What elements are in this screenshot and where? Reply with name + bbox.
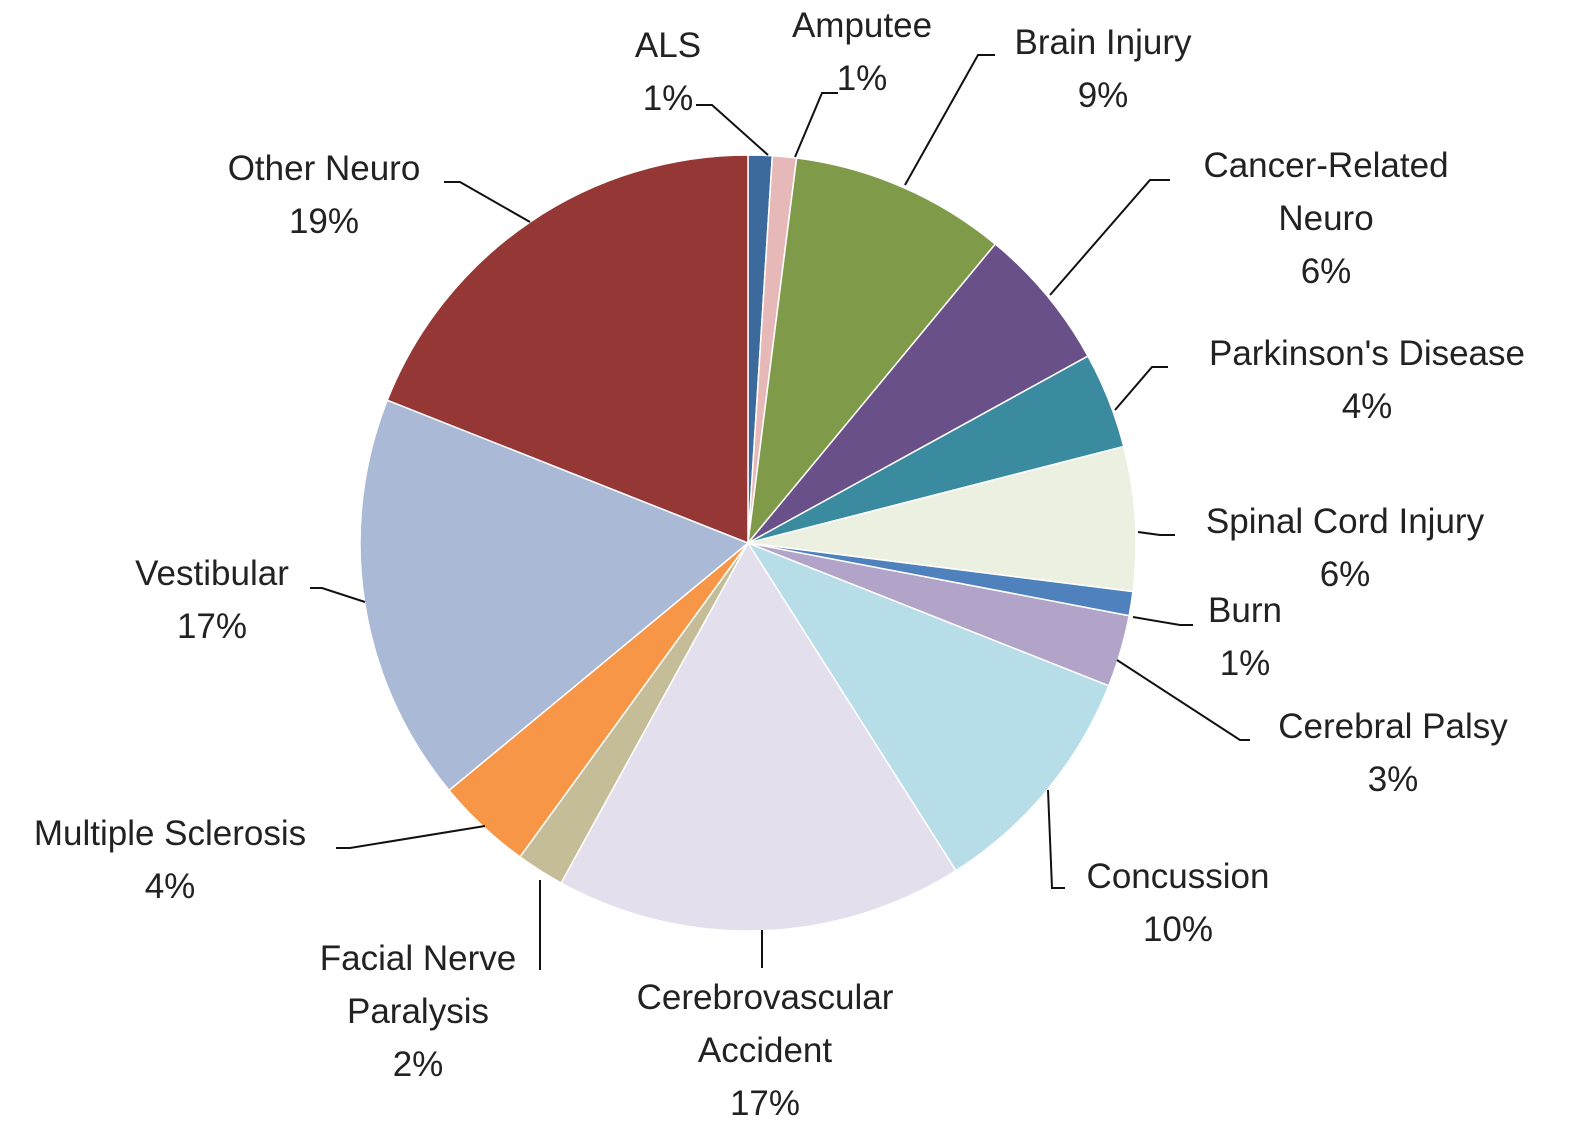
- pie-slice: [386, 154, 749, 545]
- slice-label: Amputee 1%: [762, 0, 962, 105]
- leader-line: [1114, 366, 1168, 411]
- slice-label: Spinal Cord Injury 6%: [1175, 495, 1515, 601]
- category-label: Multiple Sclerosis: [33, 814, 307, 853]
- slice-label: Cancer-Related Neuro 6%: [1176, 139, 1476, 298]
- value-label: 9%: [1077, 76, 1129, 115]
- slice-label: Concussion 10%: [1058, 850, 1298, 956]
- slice-label: Brain Injury 9%: [973, 16, 1233, 122]
- slice-label: Parkinson's Disease 4%: [1177, 327, 1557, 433]
- leader-line: [1049, 179, 1170, 296]
- value-label: 17%: [176, 607, 248, 646]
- slice-label: Cerebral Palsy 3%: [1243, 700, 1543, 806]
- value-label: 19%: [288, 202, 360, 241]
- category-label: Other Neuro: [227, 149, 421, 188]
- category-label: Cancer-Related Neuro: [1203, 146, 1449, 238]
- leader-line: [336, 825, 486, 849]
- category-label: Parkinson's Disease: [1209, 334, 1525, 373]
- leader-line: [310, 587, 366, 603]
- slice-label: Other Neuro 19%: [194, 142, 454, 248]
- leader-line: [444, 181, 531, 223]
- leader-line: [904, 54, 995, 186]
- leader-line: [696, 104, 769, 156]
- value-label: 10%: [1142, 910, 1214, 949]
- category-label: Facial Nerve Paralysis: [319, 939, 517, 1031]
- value-label: 1%: [836, 59, 888, 98]
- pie-slice: [746, 541, 1110, 872]
- value-label: 6%: [1319, 555, 1371, 594]
- category-label: Cerebrovascular Accident: [636, 978, 894, 1070]
- category-label: Vestibular: [135, 554, 289, 593]
- leader-line: [794, 92, 838, 158]
- slice-label: Facial Nerve Paralysis 2%: [293, 932, 543, 1091]
- category-label: Concussion: [1086, 857, 1270, 896]
- pie-slice: [560, 541, 957, 932]
- slice-label: Cerebrovascular Accident 17%: [600, 971, 930, 1124]
- leader-line: [1137, 531, 1175, 536]
- category-label: Spinal Cord Injury: [1205, 502, 1485, 541]
- slice-label: Vestibular 17%: [102, 547, 322, 653]
- leader-line: [1132, 616, 1193, 626]
- pie-slice: [359, 399, 750, 792]
- category-label: Burn: [1208, 591, 1282, 630]
- value-label: 4%: [1341, 387, 1393, 426]
- value-label: 6%: [1300, 252, 1352, 291]
- pie-slice: [747, 242, 1090, 544]
- leader-line: [1116, 659, 1250, 741]
- slice-label: ALS 1%: [568, 19, 768, 125]
- value-label: 3%: [1367, 760, 1419, 799]
- value-label: 17%: [729, 1084, 801, 1123]
- value-label: 4%: [144, 867, 196, 906]
- category-label: Amputee: [791, 6, 933, 45]
- value-label: 1%: [642, 79, 694, 118]
- category-label: ALS: [634, 26, 702, 65]
- pie-slice: [747, 445, 1137, 593]
- slice-label: Multiple Sclerosis 4%: [0, 807, 340, 913]
- pie-slice: [746, 157, 997, 546]
- value-label: 1%: [1219, 644, 1271, 683]
- value-label: 2%: [392, 1045, 444, 1084]
- leader-line: [1047, 789, 1065, 889]
- slice-label: Burn 1%: [1185, 584, 1305, 690]
- category-label: Brain Injury: [1014, 23, 1192, 62]
- category-label: Cerebral Palsy: [1278, 707, 1508, 746]
